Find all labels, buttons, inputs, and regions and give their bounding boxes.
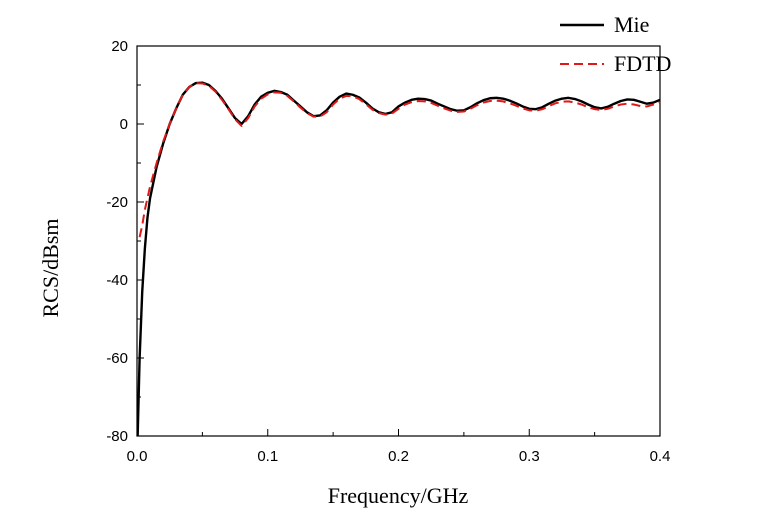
y-tick-label: -40 (106, 272, 128, 289)
x-tick-label: 0.4 (650, 448, 671, 465)
x-tick-label: 0.1 (257, 448, 278, 465)
series-line-fdtd (138, 82, 661, 238)
y-tick-label: -60 (106, 350, 128, 367)
y-tick-label: 20 (111, 38, 128, 55)
x-axis: 0.0 0.1 0.2 0.3 0.4 (127, 429, 671, 465)
legend-label-mie: Mie (614, 12, 649, 37)
y-tick-label: 0 (120, 116, 128, 133)
x-tick-label: 0.3 (519, 448, 540, 465)
y-tick-label: -80 (106, 428, 128, 445)
x-tick-label: 0.0 (127, 448, 148, 465)
x-tick-label: 0.2 (388, 448, 409, 465)
y-axis-title: RCS/dBsm (38, 218, 63, 317)
series-line-mie (136, 81, 661, 437)
y-axis: 20 0 -20 -40 -60 -80 (106, 38, 144, 445)
x-axis-title: Frequency/GHz (328, 483, 469, 508)
legend: Mie FDTD (560, 12, 671, 76)
legend-label-fdtd: FDTD (614, 51, 671, 76)
y-tick-label: -20 (106, 194, 128, 211)
series-layer (136, 81, 661, 437)
